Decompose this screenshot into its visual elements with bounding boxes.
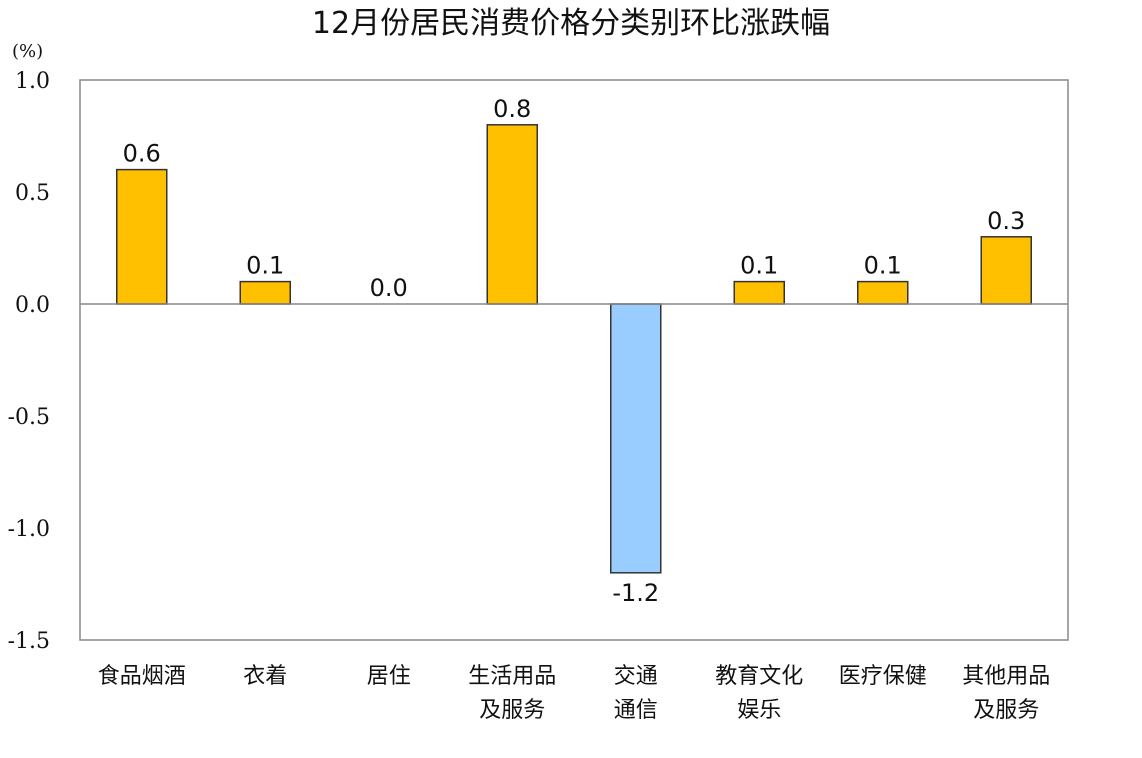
category-label: 居住 — [367, 664, 411, 689]
bar-value-label: 0.0 — [370, 274, 408, 302]
category-label: 食品烟酒 — [98, 664, 186, 689]
bar — [733, 280, 785, 305]
y-tick-label: 0.0 — [15, 293, 50, 318]
bar — [857, 280, 909, 305]
bar-value-label: 0.1 — [246, 252, 284, 280]
category-label: 娱乐 — [737, 698, 781, 723]
y-tick-label: 0.5 — [15, 181, 50, 206]
chart-title: 12月份居民消费价格分类别环比涨跌幅 — [311, 6, 831, 41]
bar-value-label: 0.1 — [864, 252, 902, 280]
bar — [486, 124, 538, 305]
category-label: 及服务 — [479, 698, 545, 723]
category-label: 其他用品 — [962, 664, 1050, 689]
bar-value-label: 0.3 — [987, 207, 1025, 235]
category-label: 教育文化 — [715, 664, 803, 689]
y-tick-label: -1.5 — [8, 629, 50, 654]
bar — [239, 280, 291, 305]
category-label: 交通 — [614, 664, 658, 689]
bar-value-label: 0.6 — [123, 140, 161, 168]
category-label: 生活用品 — [468, 664, 556, 689]
bar — [980, 236, 1032, 305]
plot-frame — [79, 79, 1069, 641]
category-label: 衣着 — [243, 664, 287, 689]
y-tick-label: -1.0 — [8, 517, 50, 542]
bar-value-label: 0.8 — [493, 95, 531, 123]
category-label: 通信 — [614, 698, 658, 723]
category-label: 医疗保健 — [839, 664, 927, 689]
y-tick-label: 1.0 — [15, 69, 50, 94]
bar-value-label: -1.2 — [612, 579, 659, 607]
category-label: 及服务 — [973, 698, 1039, 723]
bar — [610, 303, 662, 574]
y-tick-label: -0.5 — [8, 405, 50, 430]
bar — [116, 168, 168, 305]
bar-value-label: 0.1 — [740, 252, 778, 280]
y-axis-unit: (%) — [12, 41, 43, 62]
